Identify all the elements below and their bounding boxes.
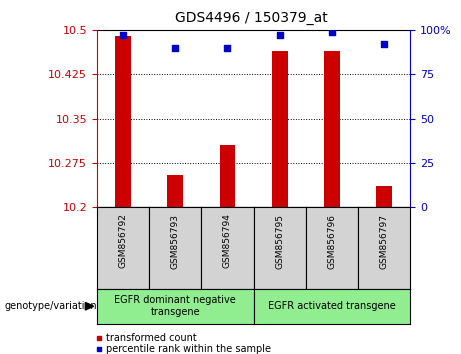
Text: GSM856797: GSM856797	[380, 213, 389, 269]
Text: genotype/variation: genotype/variation	[5, 301, 97, 311]
Point	[276, 33, 284, 38]
Bar	[115, 36, 131, 207]
Text: GDS4496 / 150379_at: GDS4496 / 150379_at	[175, 11, 328, 25]
Text: GSM856795: GSM856795	[275, 213, 284, 269]
Text: EGFR activated transgene: EGFR activated transgene	[268, 301, 396, 311]
Text: GSM856792: GSM856792	[118, 213, 127, 268]
Bar	[167, 175, 183, 207]
Point	[171, 45, 179, 51]
Point	[119, 33, 127, 38]
Text: transformed count: transformed count	[106, 333, 197, 343]
Point	[380, 41, 388, 47]
Text: GSM856794: GSM856794	[223, 213, 232, 268]
Bar	[324, 51, 340, 207]
Point	[328, 29, 336, 35]
Point	[95, 346, 103, 352]
Bar	[376, 187, 392, 207]
Point	[224, 45, 231, 51]
Point	[95, 335, 103, 341]
Bar	[272, 51, 288, 207]
Text: GSM856796: GSM856796	[327, 213, 337, 269]
Text: EGFR dominant negative
transgene: EGFR dominant negative transgene	[114, 295, 236, 317]
Text: percentile rank within the sample: percentile rank within the sample	[106, 344, 271, 354]
Bar	[219, 145, 235, 207]
Text: GSM856793: GSM856793	[171, 213, 180, 269]
